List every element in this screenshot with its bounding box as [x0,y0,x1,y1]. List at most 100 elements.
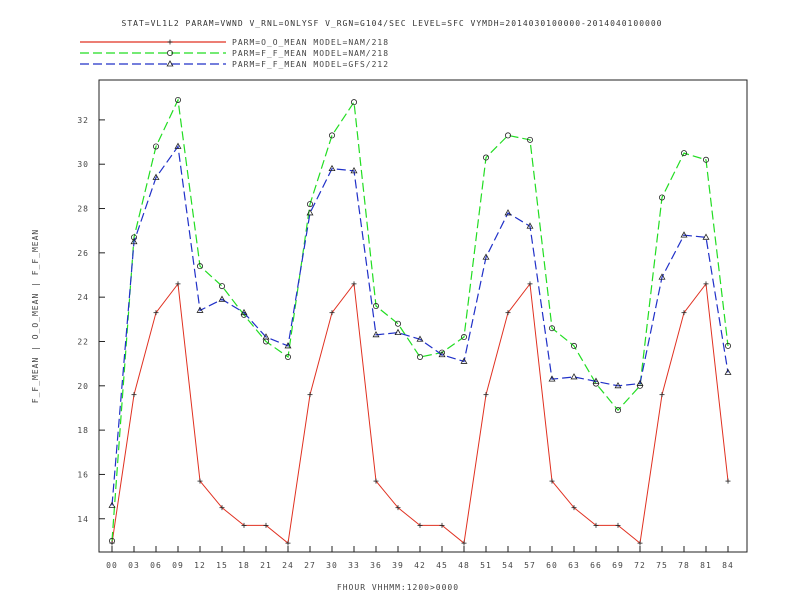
data-point [174,142,182,149]
x-tick-label: 36 [370,561,382,570]
data-point [615,522,621,528]
data-point [130,237,138,245]
x-tick-label: 42 [414,561,426,570]
data-point [218,283,225,290]
data-point [438,350,446,358]
x-tick-label: 48 [458,561,470,570]
x-tick-label: 51 [480,561,492,570]
chart-title: STAT=VL1L2 PARAM=VWND V_RNL=ONLYSF V_RGN… [122,19,663,28]
data-point [197,478,203,484]
x-tick-label: 12 [194,561,206,570]
data-point [680,231,688,238]
x-tick-label: 03 [128,561,140,570]
data-point [482,154,489,161]
y-tick-label: 32 [77,116,89,125]
legend-label: PARM=F_F_MEAN MODEL=NAM/218 [232,49,389,58]
data-point [350,99,357,106]
data-point [571,342,578,349]
data-point [571,505,577,511]
data-point [681,310,687,316]
x-tick-label: 30 [326,561,338,570]
x-tick-label: 69 [612,561,624,570]
data-point [548,375,556,382]
x-tick-label: 00 [106,561,118,570]
series-1 [109,281,731,546]
data-point [593,522,599,528]
data-point [416,335,424,342]
x-tick-label: 81 [700,561,712,570]
data-point [263,522,269,528]
y-axis: 14 16 18 20 22 24 26 28 30 32 [77,116,105,524]
x-axis: 00 03 06 09 12 15 18 21 24 27 30 33 36 39 42 45 48 51 54 57… [106,546,733,570]
data-point [527,136,534,143]
legend: PARM=O_O_MEAN MODEL=NAM/218 PARM=F_F_MEAN… [80,38,389,69]
data-point [218,295,226,302]
series-line [111,144,729,506]
data-point [262,333,270,340]
data-point [152,143,159,150]
legend-entry: PARM=F_F_MEAN MODEL=NAM/218 [80,49,389,58]
data-point [703,281,709,287]
series-2 [109,96,732,544]
data-point [351,281,357,287]
data-point [166,60,174,67]
data-point [460,357,468,364]
data-point [504,209,512,216]
data-point [372,303,379,310]
y-tick-label: 18 [77,426,89,435]
x-tick-label: 66 [590,561,602,570]
x-tick-label: 63 [568,561,580,570]
series-3 [108,142,732,508]
y-tick-label: 24 [77,293,89,302]
data-point [152,173,160,180]
data-point [460,334,467,341]
plot-area [98,79,748,553]
data-point [416,353,423,360]
data-point [328,132,335,139]
data-point [307,392,313,398]
y-tick-label: 26 [77,249,89,258]
data-point [109,537,116,544]
data-point [659,392,665,398]
data-point [505,310,511,316]
x-tick-label: 45 [436,561,448,570]
data-point [174,96,181,103]
data-point [614,381,622,389]
x-tick-label: 54 [502,561,514,570]
data-point [659,194,666,201]
y-axis-label: F_F_MEAN | O_O_MEAN | F_F_MEAN [31,229,40,404]
x-tick-label: 09 [172,561,184,570]
data-point [131,392,137,398]
data-point [549,478,555,484]
x-tick-label: 27 [304,561,316,570]
x-tick-label: 15 [216,561,228,570]
data-point [394,320,401,327]
data-point [724,368,732,375]
series-layer [108,96,732,546]
x-tick-label: 21 [260,561,272,570]
legend-label: PARM=O_O_MEAN MODEL=NAM/218 [232,38,389,47]
y-tick-label: 20 [77,382,89,391]
data-point [417,522,423,528]
data-point [166,50,173,57]
x-tick-label: 06 [150,561,162,570]
y-tick-label: 16 [77,470,89,479]
y-tick-label: 22 [77,337,89,346]
data-point [702,233,710,240]
data-point [167,39,173,45]
x-tick-label: 24 [282,561,294,570]
data-point [527,281,533,287]
data-point [725,478,731,484]
y-tick-label: 14 [77,515,89,524]
data-point [658,273,666,280]
series-line [111,282,729,545]
data-point [328,164,336,172]
data-point [636,379,644,386]
data-point [196,306,204,313]
data-point [153,310,159,316]
y-tick-label: 30 [77,160,89,169]
data-point [482,253,490,260]
x-tick-label: 78 [678,561,690,570]
data-point [615,407,622,414]
